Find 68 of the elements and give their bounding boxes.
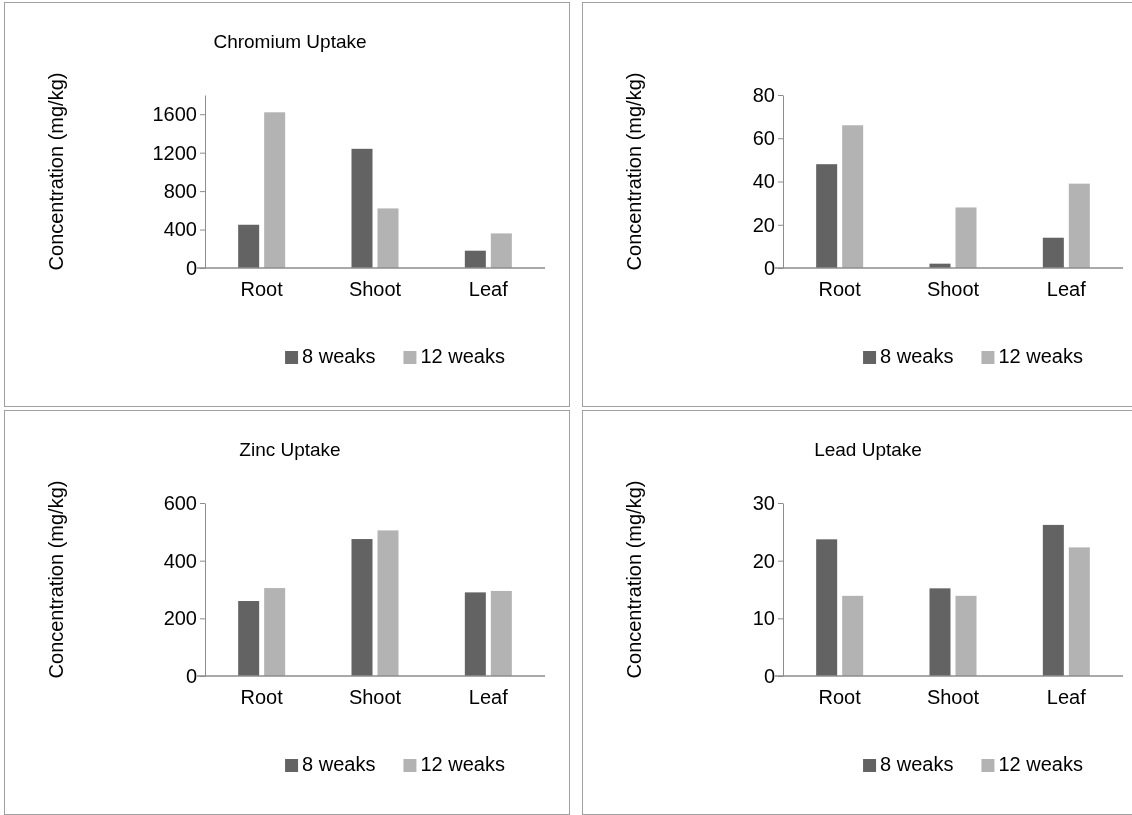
bar	[929, 588, 951, 676]
bar	[238, 224, 260, 268]
y-tick-label: 0	[763, 256, 775, 279]
bar	[816, 539, 838, 676]
bar	[1068, 547, 1090, 676]
x-tick-label: Leaf	[1046, 278, 1087, 301]
y-axis-title: Concentration (mg/kg)	[45, 72, 67, 271]
bar	[1042, 237, 1064, 268]
y-tick-label: 0	[763, 664, 775, 687]
bar	[842, 125, 864, 268]
y-tick-label: 20	[752, 549, 775, 572]
bar	[351, 539, 373, 676]
legend-label: 8 weaks	[302, 753, 376, 775]
bar	[955, 207, 977, 268]
y-tick-label: 20	[752, 213, 775, 236]
y-tick-label: 80	[752, 83, 775, 106]
bar	[351, 148, 373, 268]
bar	[490, 233, 512, 268]
y-axis-title: Concentration (mg/kg)	[623, 72, 645, 271]
chart-title: Zinc Uptake	[239, 439, 341, 460]
x-tick-label: Leaf	[1046, 686, 1087, 709]
bar	[377, 530, 399, 676]
bar	[464, 250, 486, 268]
x-tick-label: Root	[818, 686, 862, 709]
bar	[490, 590, 512, 676]
legend-label: 12 weaks	[998, 345, 1083, 367]
bar	[1068, 183, 1090, 268]
bar	[464, 592, 486, 676]
y-tick-label: 10	[752, 607, 775, 630]
bar	[264, 112, 286, 268]
bar	[955, 595, 977, 676]
legend-label: 8 weaks	[302, 345, 376, 367]
x-tick-label: Shoot	[926, 686, 980, 709]
bar	[842, 595, 864, 676]
y-tick-label: 400	[163, 549, 197, 572]
x-tick-label: Root	[818, 278, 862, 301]
x-tick-label: Shoot	[348, 686, 402, 709]
x-tick-label: Leaf	[468, 278, 509, 301]
bar	[816, 164, 838, 268]
x-tick-label: Shoot	[348, 278, 402, 301]
y-tick-label: 40	[752, 170, 775, 193]
bar	[1042, 524, 1064, 676]
legend-label: 12 weaks	[420, 753, 505, 775]
y-tick-label: 30	[752, 491, 775, 514]
bar	[377, 208, 399, 268]
y-tick-label: 1600	[152, 103, 197, 126]
legend-label: 12 weaks	[420, 345, 505, 367]
x-tick-label: Root	[240, 686, 284, 709]
x-tick-label: Leaf	[468, 686, 509, 709]
y-tick-label: 0	[185, 256, 197, 279]
chart-title: Lead Uptake	[814, 439, 922, 460]
legend-label: 12 weaks	[998, 753, 1083, 775]
y-tick-label: 60	[752, 127, 775, 150]
y-axis-title: Concentration (mg/kg)	[45, 480, 67, 679]
bar	[238, 601, 260, 676]
y-tick-label: 400	[163, 218, 197, 241]
x-tick-label: Root	[240, 278, 284, 301]
x-tick-label: Shoot	[926, 278, 980, 301]
bar	[264, 588, 286, 676]
y-tick-label: 800	[163, 180, 197, 203]
y-tick-label: 0	[185, 664, 197, 687]
y-tick-label: 600	[163, 491, 197, 514]
y-tick-label: 1200	[152, 141, 197, 164]
y-tick-label: 200	[163, 607, 197, 630]
legend-label: 8 weaks	[880, 345, 954, 367]
legend-label: 8 weaks	[880, 753, 954, 775]
chart-title: Chromium Uptake	[213, 31, 367, 52]
y-axis-title: Concentration (mg/kg)	[623, 480, 645, 679]
